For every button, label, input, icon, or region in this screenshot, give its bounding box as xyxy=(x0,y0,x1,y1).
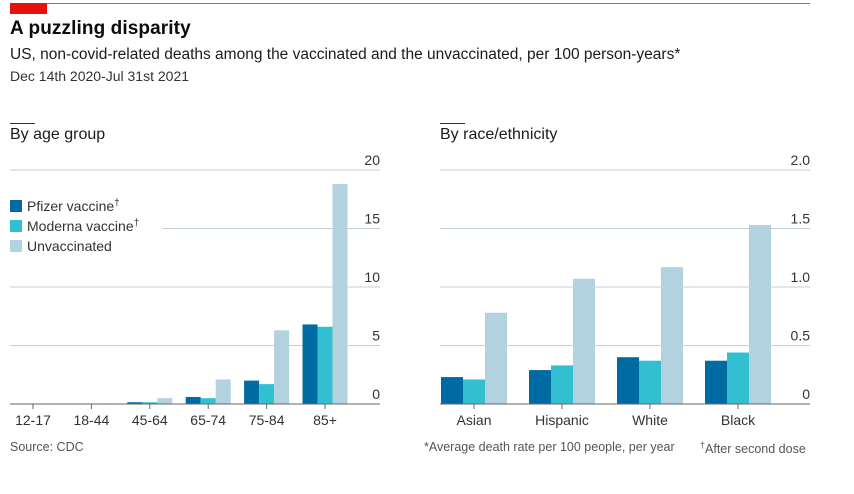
legend-label-pfizer: Pfizer vaccine xyxy=(27,198,115,214)
y-tick-label: 5 xyxy=(372,328,380,344)
bar-pfizer xyxy=(705,360,727,404)
legend-item-pfizer: Pfizer vaccine † xyxy=(10,196,139,216)
x-tick-label: Asian xyxy=(456,412,491,428)
x-tick-label: 65-74 xyxy=(190,412,226,428)
footnote-dagger: †After second dose xyxy=(700,440,806,456)
y-tick-label: 0 xyxy=(372,386,380,402)
bar-unvaccinated xyxy=(332,184,348,404)
legend-item-unvaccinated: Unvaccinated xyxy=(10,236,139,256)
legend-label-moderna: Moderna vaccine xyxy=(27,218,134,234)
panel-title-race: By race/ethnicity xyxy=(440,123,558,143)
bar-unvaccinated xyxy=(749,224,771,404)
x-tick-label: 75-84 xyxy=(249,412,285,428)
x-tick-label: 85+ xyxy=(313,412,337,428)
bar-pfizer xyxy=(127,402,143,404)
bar-unvaccinated xyxy=(485,312,507,404)
bar-moderna xyxy=(727,352,749,404)
y-tick-label: 0.5 xyxy=(791,328,811,344)
header-rule xyxy=(10,3,810,4)
y-tick-label: 10 xyxy=(364,269,380,285)
date-range: Dec 14th 2020-Jul 31st 2021 xyxy=(10,68,190,84)
legend-swatch-pfizer xyxy=(10,200,22,212)
footnote-average: *Average death rate per 100 people, per … xyxy=(424,440,675,454)
bar-pfizer xyxy=(617,357,639,404)
y-tick-label: 1.0 xyxy=(791,269,811,285)
bar-moderna xyxy=(200,398,216,404)
brand-tag xyxy=(10,3,47,14)
chart-subtitle: US, non-covid-related deaths among the v… xyxy=(10,46,681,63)
y-tick-label: 0 xyxy=(802,386,810,402)
y-tick-label: 2.0 xyxy=(791,152,811,168)
bar-moderna xyxy=(639,360,661,404)
panel-title-age: By age group xyxy=(10,123,106,143)
x-tick-label: 12-17 xyxy=(15,412,51,428)
bar-pfizer xyxy=(441,377,463,404)
y-tick-label: 1.5 xyxy=(791,211,811,227)
chart-title: A puzzling disparity xyxy=(10,18,191,39)
legend-label-unvaccinated: Unvaccinated xyxy=(27,238,112,254)
bar-unvaccinated xyxy=(274,330,290,404)
x-tick-label: 45-64 xyxy=(132,412,168,428)
bar-pfizer xyxy=(244,380,260,404)
x-tick-label: 18-44 xyxy=(73,412,109,428)
y-tick-label: 20 xyxy=(364,152,380,168)
legend-mark-pfizer: † xyxy=(114,198,120,209)
bar-moderna xyxy=(259,384,275,404)
dagger-note: After second dose xyxy=(705,442,806,457)
legend-swatch-moderna xyxy=(10,220,22,232)
y-tick-label: 15 xyxy=(364,211,380,227)
x-tick-label: Black xyxy=(721,412,756,428)
bar-unvaccinated xyxy=(573,278,595,404)
bar-moderna xyxy=(551,365,573,404)
x-tick-label: White xyxy=(632,412,668,428)
legend: Pfizer vaccine † Moderna vaccine † Unvacci… xyxy=(10,196,139,256)
bar-unvaccinated xyxy=(215,379,231,404)
bar-unvaccinated xyxy=(661,267,683,404)
legend-swatch-unvaccinated xyxy=(10,240,22,252)
bar-moderna xyxy=(463,379,485,404)
dagger-mark: † xyxy=(700,440,706,450)
bar-moderna xyxy=(142,402,158,404)
bar-pfizer xyxy=(529,370,551,404)
bar-unvaccinated xyxy=(157,398,173,404)
legend-item-moderna: Moderna vaccine † xyxy=(10,216,139,236)
source-note: Source: CDC xyxy=(10,440,84,454)
legend-mark-moderna: † xyxy=(133,218,140,229)
bar-pfizer xyxy=(302,324,318,404)
x-tick-label: Hispanic xyxy=(535,412,589,428)
bar-pfizer xyxy=(185,396,201,404)
bar-moderna xyxy=(317,326,333,404)
